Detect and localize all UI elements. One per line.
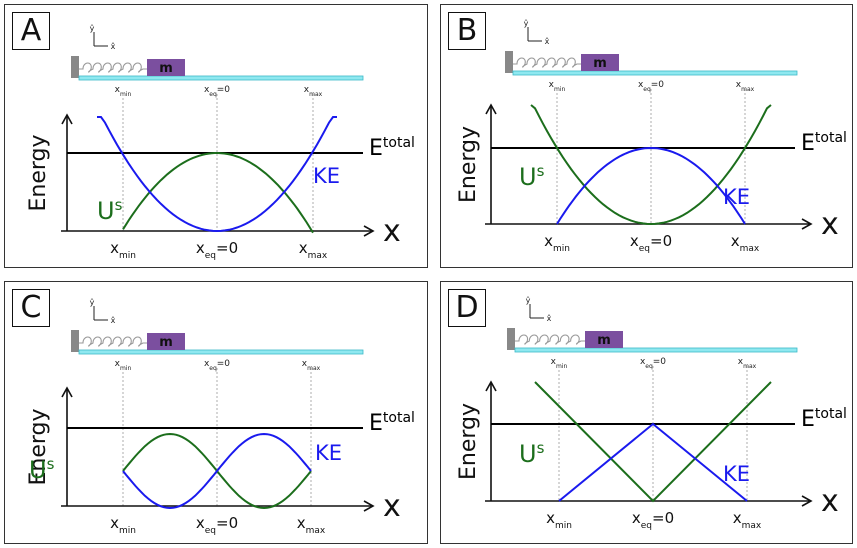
mass-block <box>147 59 185 76</box>
track-tick-label: xmin <box>549 80 566 93</box>
kinetic-energy-label: KE <box>315 441 342 465</box>
panel-a: m ŷ x̂ xmin xeq=0 xmax x Energy Etotal Us KE xmin xe… <box>4 4 428 268</box>
coord-x-label: x̂ <box>111 41 116 51</box>
coord-y-label: ŷ <box>90 298 95 307</box>
y-axis-label: Energy <box>26 134 51 211</box>
mass-block <box>585 331 623 348</box>
spring <box>515 334 585 345</box>
panel-label: D <box>448 289 486 327</box>
potential-energy-label: Us <box>29 455 55 484</box>
y-axis-arrow <box>61 386 73 398</box>
x-axis-label: x <box>821 484 839 519</box>
panel-a-figure: m ŷ x̂ xmin xeq=0 xmax x Energy Etotal Us KE xmin xe… <box>26 24 415 261</box>
kinetic-energy-curve <box>558 422 748 502</box>
coord-x-label: x̂ <box>547 313 552 323</box>
wall <box>71 56 79 78</box>
mass-label: m <box>593 56 607 71</box>
x-tick-label: xmin <box>544 232 570 254</box>
panel-label: C <box>12 289 50 327</box>
wall <box>71 330 79 352</box>
spring <box>79 336 147 347</box>
y-axis-arrow <box>485 380 497 392</box>
track <box>512 70 798 76</box>
panel-c-figure: m ŷ x̂ xmin xeq=0 xmax x Energy Etotal Us KE xmin xe… <box>26 298 415 536</box>
coord-x-label: x̂ <box>111 315 116 325</box>
coord-y-label: ŷ <box>524 19 529 28</box>
x-axis-label: x <box>383 489 401 524</box>
spring <box>513 57 581 68</box>
track-tick-label: xeq=0 <box>640 357 666 370</box>
panel-label: A <box>12 12 50 50</box>
potential-energy-curve <box>122 152 314 234</box>
spring <box>79 62 147 73</box>
y-axis-label: Energy <box>456 403 481 480</box>
track <box>78 75 364 81</box>
x-tick-label: xeq=0 <box>632 509 674 531</box>
y-axis-arrow <box>485 103 497 115</box>
panel-b-figure: m ŷ x̂ xmin xeq=0 xmax x Energy Etotal Us KE xmin xe… <box>456 19 847 254</box>
track-tick-label: xmax <box>304 85 323 98</box>
x-tick-label: xeq=0 <box>196 514 238 536</box>
kinetic-energy-curve <box>97 116 337 233</box>
y-axis-label: Energy <box>456 126 481 203</box>
track-tick-label: xmax <box>302 359 321 372</box>
x-axis-arrow <box>801 495 813 507</box>
track-tick-label: xmin <box>115 85 132 98</box>
x-tick-label: xmax <box>733 509 762 531</box>
y-axis-arrow <box>61 113 73 125</box>
x-tick-label: xmin <box>110 239 136 261</box>
y-axis-label: Energy <box>26 408 51 485</box>
potential-energy-curve <box>530 104 772 226</box>
potential-energy-label: Us <box>97 196 123 225</box>
kinetic-energy-curve <box>122 432 312 510</box>
kinetic-energy-label: KE <box>723 462 750 486</box>
x-axis-arrow <box>363 225 375 237</box>
panel-b: m ŷ x̂ xmin xeq=0 xmax x Energy Etotal Us KE xmin xe… <box>440 4 853 268</box>
potential-energy-curve <box>534 381 772 503</box>
x-axis-arrow <box>801 218 813 230</box>
mass-label: m <box>159 61 173 76</box>
x-axis-label: x <box>383 214 401 249</box>
x-tick-label: xmax <box>297 514 326 536</box>
track <box>78 349 364 355</box>
total-energy-label: Etotal <box>801 406 847 432</box>
x-axis-label: x <box>821 207 839 242</box>
wall <box>507 328 515 350</box>
panel-d: m ŷ x̂ xmin xeq=0 xmax x Energy Etotal Us KE xmin xe… <box>440 281 853 544</box>
total-energy-label: Etotal <box>369 410 415 436</box>
track <box>514 347 798 353</box>
track-tick-label: xeq=0 <box>204 85 230 98</box>
mass-label: m <box>159 335 173 350</box>
x-tick-label: xmax <box>299 239 328 261</box>
panel-label: B <box>448 12 486 50</box>
wall <box>505 51 513 73</box>
potential-energy-label: Us <box>519 162 545 191</box>
track-tick-label: xeq=0 <box>204 359 230 372</box>
total-energy-label: Etotal <box>369 135 415 161</box>
x-tick-label: xmin <box>546 509 572 531</box>
kinetic-energy-curve <box>556 146 746 225</box>
x-tick-label: xmin <box>110 514 136 536</box>
track-tick-label: xmin <box>115 359 132 372</box>
track-tick-label: xeq=0 <box>638 80 664 93</box>
x-axis-arrow <box>363 500 375 512</box>
coord-y-label: ŷ <box>526 296 531 305</box>
track-tick-label: xmin <box>551 357 568 370</box>
x-tick-label: xeq=0 <box>630 232 672 254</box>
kinetic-energy-label: KE <box>313 164 340 188</box>
coord-y-label: ŷ <box>90 24 95 33</box>
potential-energy-label: Us <box>519 439 545 468</box>
x-tick-label: xmax <box>731 232 760 254</box>
panel-c: m ŷ x̂ xmin xeq=0 xmax x Energy Etotal Us KE xmin xe… <box>4 281 428 544</box>
x-tick-label: xeq=0 <box>196 239 238 261</box>
total-energy-label: Etotal <box>801 130 847 156</box>
mass-block <box>581 54 619 71</box>
panel-d-figure: m ŷ x̂ xmin xeq=0 xmax x Energy Etotal Us KE xmin xe… <box>456 296 847 531</box>
track-tick-label: xmax <box>738 357 757 370</box>
coord-x-label: x̂ <box>545 36 550 46</box>
track-tick-label: xmax <box>736 80 755 93</box>
mass-block <box>147 333 185 350</box>
kinetic-energy-label: KE <box>723 185 750 209</box>
mass-label: m <box>597 333 611 348</box>
